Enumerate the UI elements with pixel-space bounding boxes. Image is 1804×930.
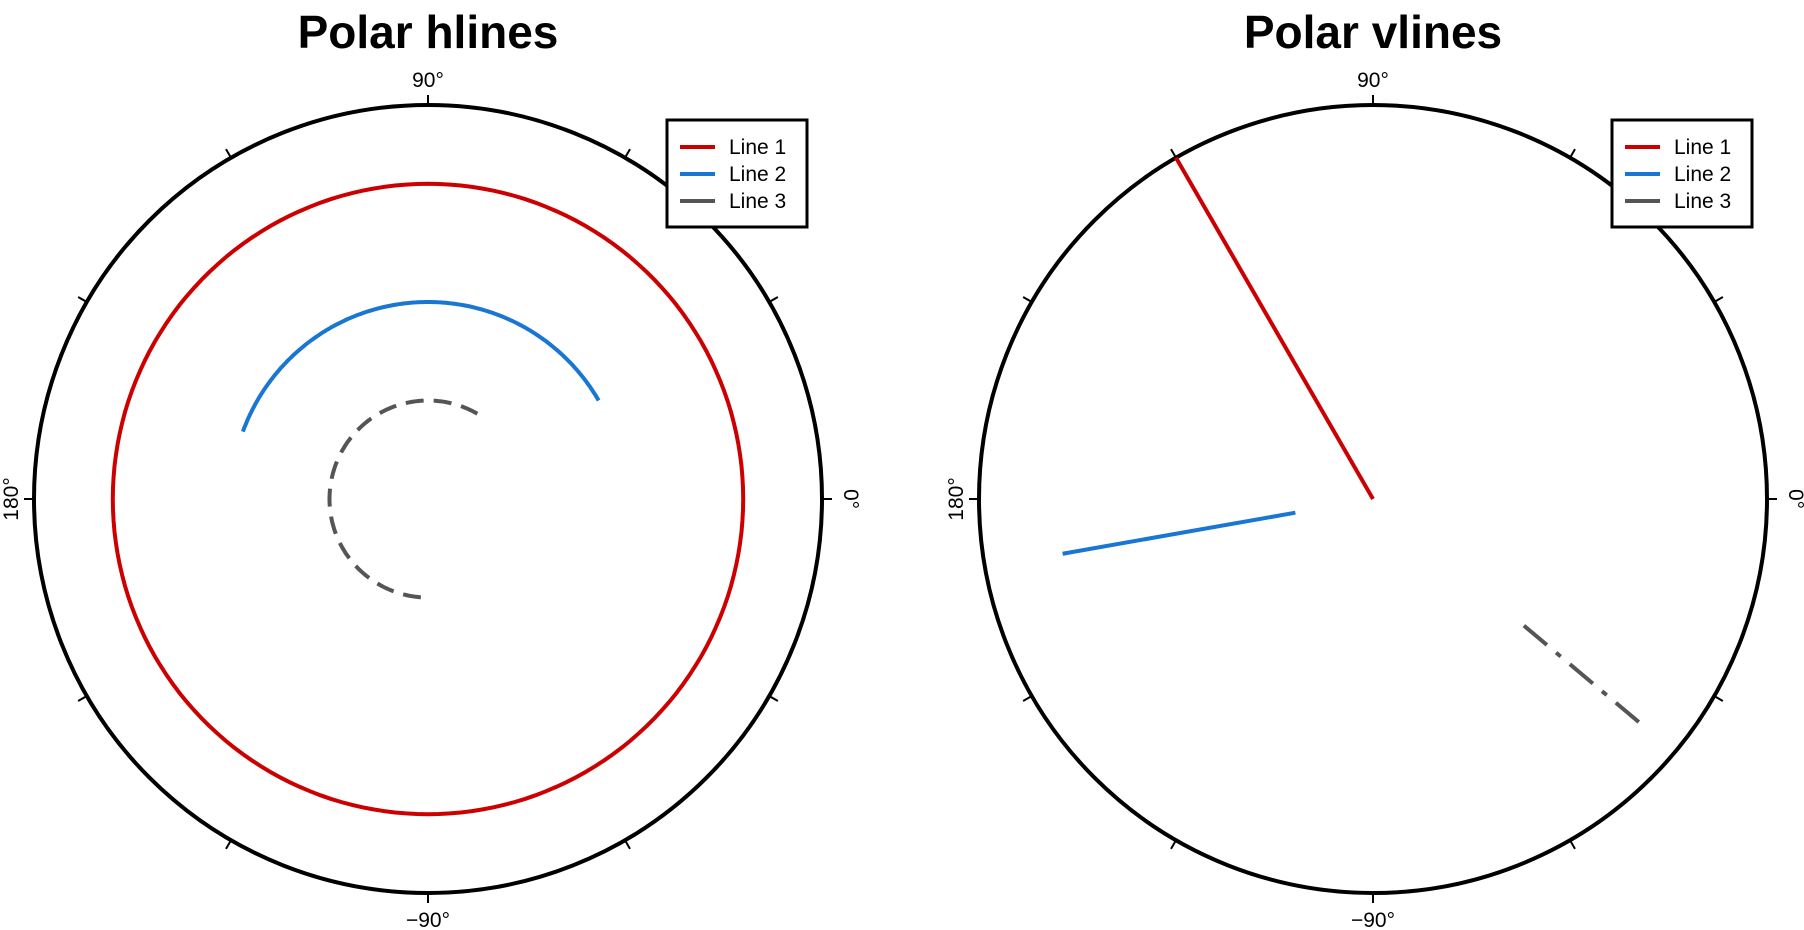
chart-title: Polar hlines bbox=[298, 6, 559, 58]
theta-tick bbox=[225, 839, 232, 850]
legend-label: Line 1 bbox=[1674, 136, 1731, 159]
legend-label: Line 3 bbox=[729, 190, 786, 213]
theta-tick bbox=[1713, 695, 1724, 702]
theta-tick bbox=[624, 839, 631, 850]
legend-label: Line 2 bbox=[1674, 163, 1731, 186]
legend-label: Line 3 bbox=[1674, 190, 1731, 213]
legend-box bbox=[1610, 118, 1754, 229]
legend-label: Line 2 bbox=[729, 163, 786, 186]
theta-tick bbox=[1022, 695, 1033, 702]
theta-tick bbox=[1022, 296, 1033, 303]
theta-tick-label: 180° bbox=[0, 477, 23, 520]
theta-tick bbox=[768, 296, 779, 303]
theta-tick bbox=[624, 148, 631, 159]
legend: Line 1 Line 2 Line 3 bbox=[665, 118, 809, 229]
theta-tick-label: 0° bbox=[1784, 489, 1804, 509]
theta-tick bbox=[768, 695, 779, 702]
theta-tick-label: −90° bbox=[406, 909, 450, 930]
series-line-1 bbox=[1174, 156, 1375, 501]
theta-tick-label: −90° bbox=[1351, 909, 1395, 930]
theta-tick-label: 90° bbox=[412, 69, 444, 92]
theta-tick bbox=[1569, 839, 1576, 850]
theta-tick bbox=[77, 296, 88, 303]
series-line-2 bbox=[241, 300, 601, 433]
theta-tick-label: 0° bbox=[839, 489, 862, 509]
theta-tick bbox=[1713, 296, 1724, 303]
legend: Line 1 Line 2 Line 3 bbox=[1610, 118, 1754, 229]
theta-tick-label: 90° bbox=[1357, 69, 1389, 92]
series-line-3 bbox=[327, 398, 479, 600]
series-line-2 bbox=[1062, 510, 1296, 556]
series-line-1 bbox=[110, 181, 746, 817]
theta-tick bbox=[77, 695, 88, 702]
chart-title: Polar vlines bbox=[1244, 6, 1502, 58]
theta-tick-label: 180° bbox=[945, 477, 968, 520]
legend-label: Line 1 bbox=[729, 136, 786, 159]
theta-tick bbox=[1170, 148, 1177, 159]
theta-tick bbox=[1170, 839, 1177, 850]
theta-tick bbox=[1569, 148, 1576, 159]
series-line-3 bbox=[1522, 624, 1646, 729]
theta-tick bbox=[225, 148, 232, 159]
